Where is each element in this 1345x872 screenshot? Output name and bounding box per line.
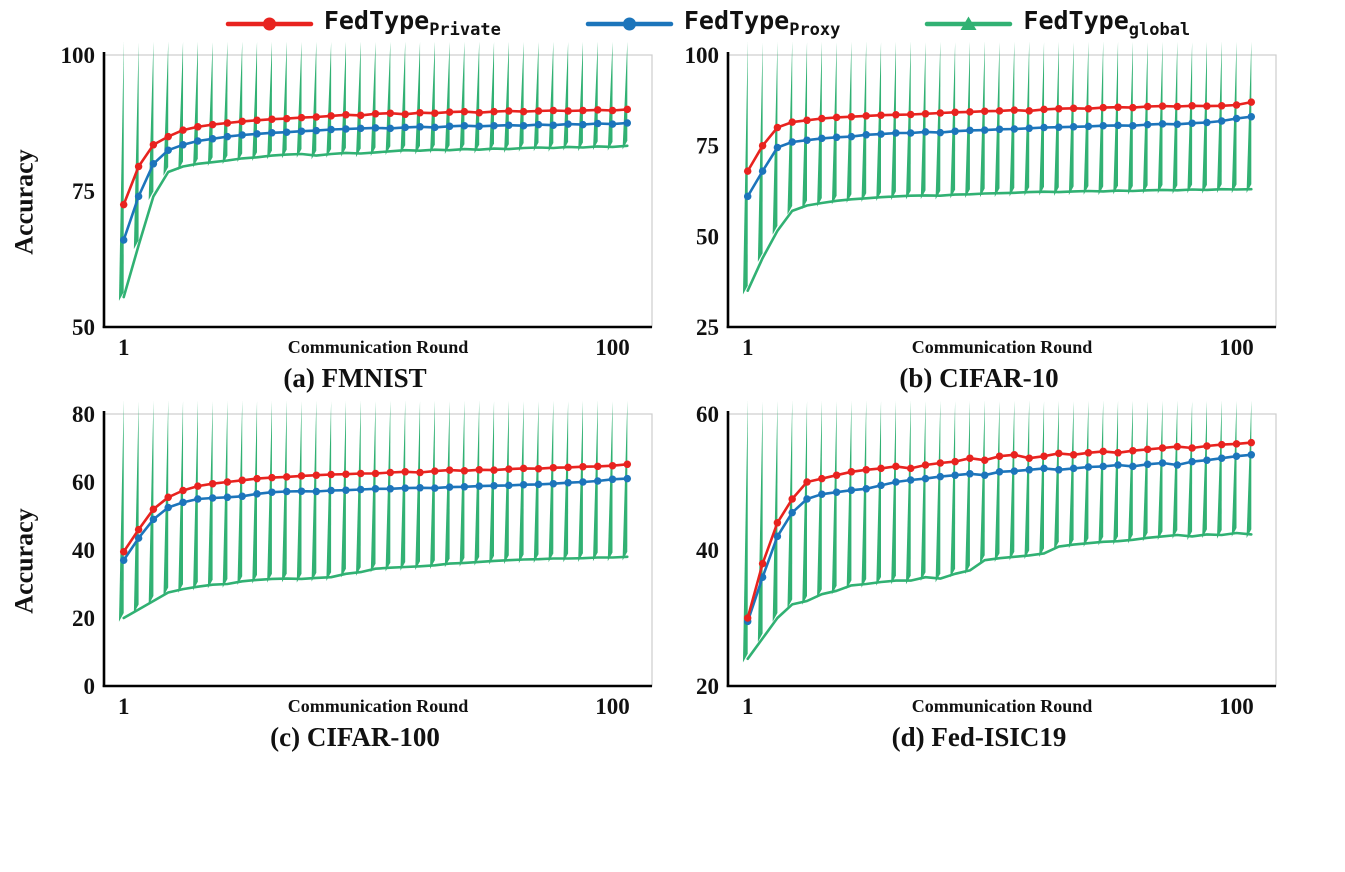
svg-text:20: 20	[696, 674, 719, 699]
svg-text:75: 75	[696, 134, 719, 159]
legend-label-private-main: FedType	[323, 6, 430, 35]
svg-text:100: 100	[1219, 694, 1254, 719]
svg-text:0: 0	[84, 674, 96, 699]
chart-cifar10: 25 50 75 100 1 100 Communication Round	[685, 41, 1277, 360]
svg-text:Communication Round: Communication Round	[288, 337, 469, 357]
svg-text:40: 40	[696, 538, 719, 563]
svg-text:50: 50	[696, 224, 719, 249]
svg-text:1: 1	[742, 694, 754, 719]
legend-label-private-sub: Private	[429, 20, 501, 40]
svg-text:80: 80	[72, 402, 95, 427]
svg-text:1: 1	[742, 335, 754, 360]
legend-marker-global-icon	[925, 16, 1013, 30]
legend-label-proxy: FedTypeProxy	[684, 8, 841, 39]
svg-text:100: 100	[595, 694, 630, 719]
caption-cifar10: (b) CIFAR-10	[899, 363, 1059, 393]
y-axis-label-bottom: Accuracy	[4, 400, 46, 722]
panel-fmnist: 50 75 100 1 100 Communication Round (a) FMNIS…	[46, 41, 664, 400]
svg-text:100: 100	[595, 335, 630, 360]
svg-text:Communication Round: Communication Round	[912, 337, 1093, 357]
caption-fedisic19: (d) Fed-ISIC19	[891, 722, 1067, 752]
chart-fedisic19: 20 40 60 1 100 Communication Round	[696, 400, 1277, 719]
chart-grid: Accuracy 50 75 100 1 100 Communication Round …	[0, 41, 1345, 759]
legend-marker-proxy-icon	[585, 17, 674, 30]
chart-cifar100: 0 20 40 60 80 1 100 Communication Round	[72, 400, 653, 719]
svg-text:100: 100	[1219, 335, 1254, 360]
legend-label-global-main: FedType	[1023, 6, 1129, 35]
svg-text:60: 60	[72, 470, 95, 495]
y-axis-label-top: Accuracy	[4, 41, 46, 363]
legend-item-global: FedTypeglobal	[924, 8, 1190, 39]
svg-text:100: 100	[61, 43, 96, 68]
legend-label-global: FedTypeglobal	[1023, 8, 1190, 39]
y-axis-label-text: Accuracy	[10, 508, 39, 614]
legend-label-proxy-main: FedType	[683, 6, 790, 35]
svg-text:25: 25	[696, 315, 719, 340]
caption-fmnist: (a) FMNIST	[283, 363, 427, 393]
legend: FedTypePrivate FedTypeProxy FedTypegloba…	[0, 0, 1345, 41]
svg-text:1: 1	[118, 694, 129, 719]
svg-text:Communication Round: Communication Round	[288, 696, 469, 716]
svg-text:Communication Round: Communication Round	[912, 696, 1093, 716]
legend-item-private: FedTypePrivate	[225, 8, 501, 39]
svg-text:40: 40	[72, 538, 95, 563]
caption-cifar100: (c) CIFAR-100	[270, 722, 440, 752]
chart-row-bottom: Accuracy 0 20 40 60 80 1 100 Communication Roun…	[4, 400, 1345, 759]
panel-cifar100: 0 20 40 60 80 1 100 Communication Round (c) CIF…	[46, 400, 664, 759]
svg-text:75: 75	[72, 179, 95, 204]
svg-text:50: 50	[72, 315, 95, 340]
panel-cifar10: 25 50 75 100 1 100 Communication Round (b) CIF…	[670, 41, 1288, 400]
svg-text:100: 100	[685, 43, 720, 68]
chart-fmnist: 50 75 100 1 100 Communication Round	[61, 41, 653, 360]
legend-label-proxy-sub: Proxy	[789, 20, 841, 40]
legend-label-private: FedTypePrivate	[324, 8, 501, 39]
panel-fedisic19: 20 40 60 1 100 Communication Round (d) Fed-IS…	[670, 400, 1288, 759]
svg-text:60: 60	[696, 402, 719, 427]
y-axis-label-text: Accuracy	[10, 149, 39, 255]
svg-text:1: 1	[118, 335, 129, 360]
chart-row-top: Accuracy 50 75 100 1 100 Communication Round …	[4, 41, 1345, 400]
legend-item-proxy: FedTypeProxy	[585, 8, 841, 39]
legend-marker-private-icon	[225, 17, 314, 30]
legend-label-global-sub: global	[1128, 20, 1191, 40]
svg-text:20: 20	[72, 606, 95, 631]
